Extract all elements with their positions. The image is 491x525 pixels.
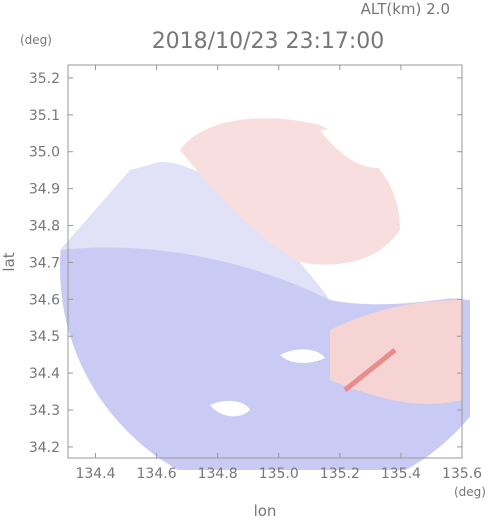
altitude: ALT(km) 2.0 — [361, 0, 450, 18]
radar-field — [60, 40, 470, 470]
x-tick-label: 134.4 — [75, 466, 115, 482]
x-tick-label: 135.6 — [442, 466, 482, 482]
x-tick-label: 134.6 — [137, 466, 177, 482]
y-tick-label: 35.0 — [29, 145, 60, 161]
y-axis-label: lat — [0, 252, 18, 271]
y-tick-label: 34.6 — [29, 292, 60, 308]
x-tick-label: 135.0 — [259, 466, 299, 482]
y-tick-label: 34.4 — [29, 366, 60, 382]
y-unit: (deg) — [20, 33, 52, 47]
y-tick-label: 34.8 — [29, 219, 60, 235]
y-tick-label: 34.5 — [29, 329, 60, 345]
x-tick-label: 134.8 — [198, 466, 238, 482]
plot-frame — [67, 64, 463, 459]
y-tick-label: 35.2 — [29, 71, 60, 87]
chart-title: 2018/10/23 23:17:00 — [152, 29, 385, 54]
y-tick-label: 34.7 — [29, 255, 60, 271]
y-tick-label: 34.2 — [29, 440, 60, 456]
x-tick-label: 135.4 — [381, 466, 421, 482]
x-axis-label: lon — [254, 502, 277, 520]
y-tick-label: 35.1 — [29, 108, 60, 124]
axes: 134.4 134.6 134.8 135.0 135.2 135.4 135.6 34.2 3… — [29, 65, 482, 482]
x-unit: (deg) — [454, 485, 486, 499]
y-tick-label: 34.9 — [29, 182, 60, 198]
x-tick-label: 135.2 — [320, 466, 360, 482]
y-tick-label: 34.3 — [29, 403, 60, 419]
